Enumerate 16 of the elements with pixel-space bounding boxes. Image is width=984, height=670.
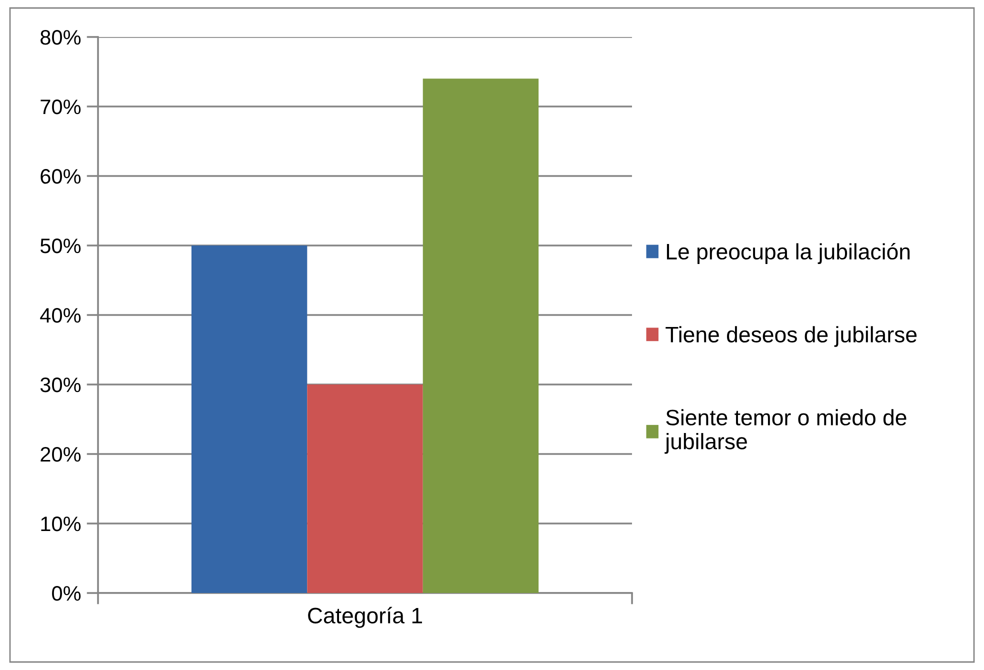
y-tick-label: 40% [40, 308, 81, 323]
y-tick-label: 50% [40, 238, 81, 254]
y-tick-label: 80% [40, 30, 81, 45]
y-tick-label: 30% [40, 378, 81, 392]
legend-label: Tiene deseos de jubilarse [666, 326, 917, 347]
bar [422, 78, 539, 594]
y-tick-label: 20% [40, 447, 81, 462]
legend-label: Siente temor o miedo de jubilarse [664, 409, 906, 454]
y-tick-label: 0% [52, 586, 81, 601]
bar [191, 245, 308, 594]
y-tick-label: 60% [40, 168, 81, 184]
bar [307, 384, 423, 594]
legend-label: Le preocupa la jubilación [666, 242, 910, 264]
x-tick-label: Categoría 1 [308, 606, 422, 628]
y-tick-label: 10% [41, 516, 81, 532]
y-tick-label: 70% [40, 99, 81, 114]
